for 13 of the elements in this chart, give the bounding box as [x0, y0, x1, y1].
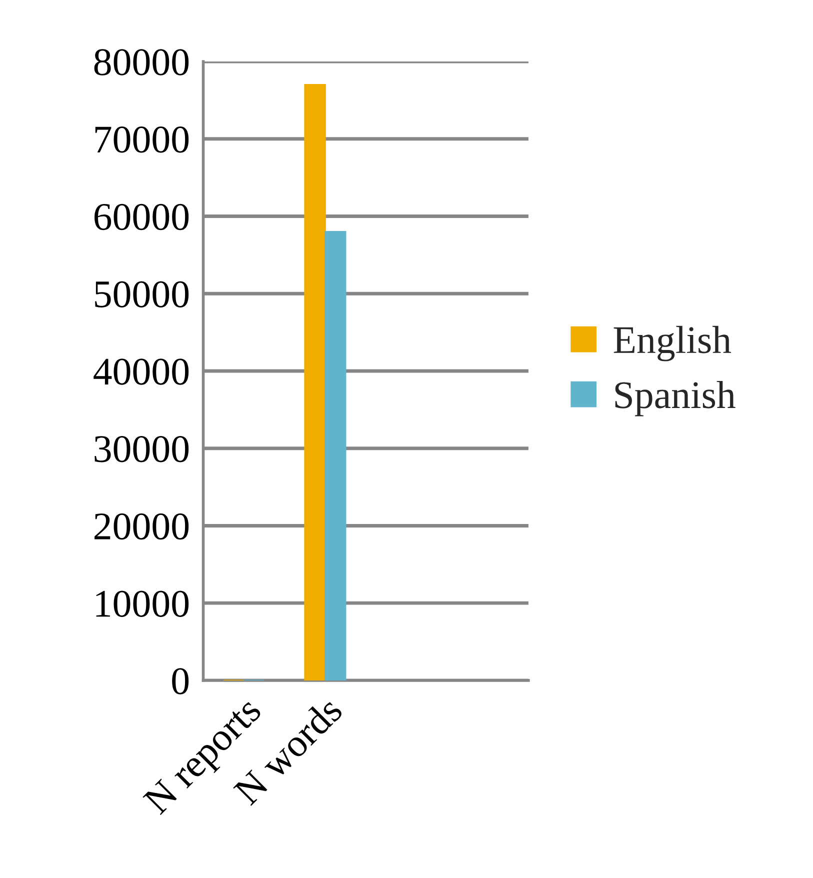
y-tick-label: 80000 — [94, 49, 189, 76]
bar — [324, 230, 346, 680]
bar — [304, 84, 326, 680]
y-tick-label: 20000 — [94, 513, 189, 540]
y-tick-label: 60000 — [94, 204, 189, 230]
y-tick-label: 10000 — [96, 590, 189, 617]
legend-label: Spanish — [615, 380, 736, 416]
y-tick-label: 50000 — [95, 281, 189, 308]
y-tick-label: 40000 — [94, 358, 189, 385]
y-tick-label: 0 — [172, 668, 189, 694]
legend-label: English — [614, 326, 732, 362]
y-tick-label: 30000 — [94, 436, 189, 462]
y-tick-label: 70000 — [95, 126, 189, 153]
